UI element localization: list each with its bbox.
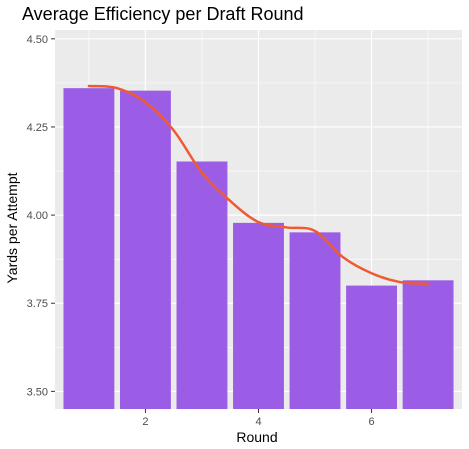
bar-round-1 — [63, 88, 115, 410]
y-tick-label: 3.50 — [27, 386, 48, 398]
y-tick-label: 3.75 — [27, 298, 48, 310]
x-axis-ticks: 2 4 6 — [142, 409, 375, 428]
y-axis-ticks: 3.50 3.75 4.00 4.25 4.50 — [27, 34, 55, 398]
bar-round-7 — [402, 280, 454, 409]
x-axis-title: Round — [236, 429, 277, 445]
chart-title: Average Efficiency per Draft Round — [22, 4, 304, 24]
y-tick-label: 4.50 — [27, 34, 48, 46]
bar-round-6 — [346, 285, 397, 409]
trend-line — [87, 84, 430, 286]
bar-round-4 — [233, 222, 284, 409]
y-tick-label: 4.25 — [27, 122, 48, 134]
x-tick-label: 6 — [368, 416, 374, 428]
y-tick-label: 4.00 — [27, 210, 48, 222]
x-tick-label: 2 — [142, 416, 148, 428]
y-axis-title: Yards per Attempt — [4, 172, 20, 283]
bars — [63, 88, 454, 410]
bar-round-5 — [289, 232, 341, 409]
bar-round-3 — [176, 161, 228, 409]
x-tick-label: 4 — [255, 416, 261, 428]
bar-round-2 — [120, 90, 171, 409]
